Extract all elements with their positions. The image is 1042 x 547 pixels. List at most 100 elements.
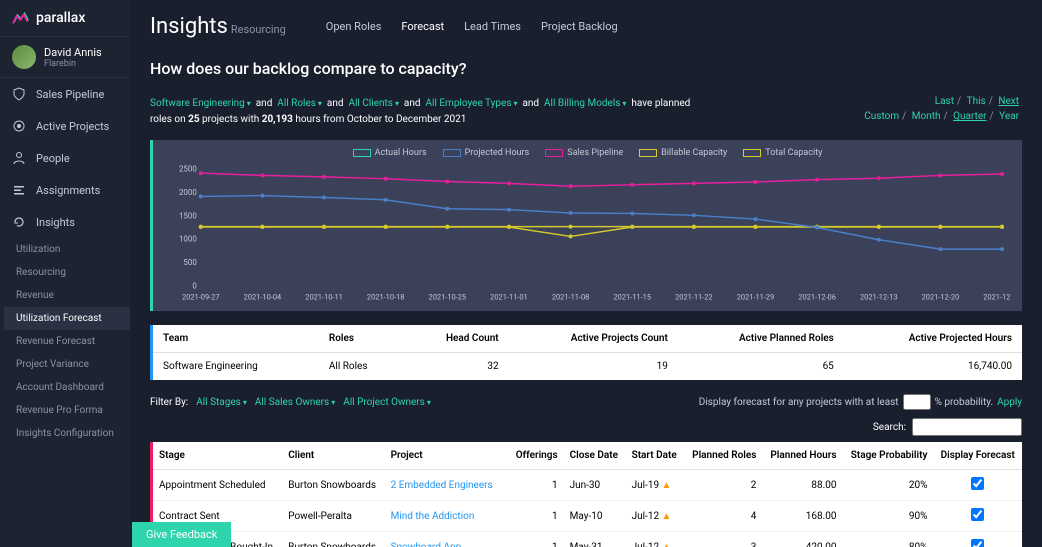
probability-input[interactable] [903, 394, 931, 410]
time-year[interactable]: Year [999, 111, 1019, 122]
chart-container: Actual HoursProjected HoursSales Pipelin… [150, 140, 1022, 311]
feedback-button[interactable]: Give Feedback [132, 522, 231, 547]
svg-text:2500: 2500 [179, 164, 197, 173]
user-profile[interactable]: David Annis Flarebin [0, 36, 130, 78]
column-header[interactable]: Close Date [564, 442, 626, 470]
search-label: Search: [873, 422, 906, 433]
nav-item-active-projects[interactable]: Active Projects [0, 110, 130, 142]
column-header[interactable]: Client [282, 442, 384, 470]
subnav-account-dashboard[interactable]: Account Dashboard [4, 376, 130, 399]
probability-filter: Display forecast for any projects with a… [699, 394, 1022, 410]
display-forecast-checkbox[interactable] [971, 477, 984, 490]
tab-project-backlog[interactable]: Project Backlog [541, 14, 618, 39]
brand-name: parallax [36, 10, 85, 26]
column-header: Roles [319, 325, 404, 353]
filter-emp-types[interactable]: All Employee Types [426, 98, 518, 109]
column-header: Active Projected Hours [844, 325, 1022, 353]
filter-billing[interactable]: All Billing Models [544, 98, 626, 109]
time-quarter[interactable]: Quarter [953, 111, 986, 122]
table-row: Decision Maker Bought-InBurton Snowboard… [153, 532, 1022, 547]
column-header[interactable]: Stage Probability [842, 442, 933, 470]
project-link[interactable]: 2 Embedded Engineers [391, 480, 493, 491]
table-row: Software EngineeringAll Roles32196516,74… [153, 353, 1022, 381]
user-name: David Annis [44, 46, 102, 59]
filter-clients[interactable]: All Clients [348, 98, 399, 109]
subnav-project-variance[interactable]: Project Variance [4, 353, 130, 376]
svg-text:2021-12-06: 2021-12-06 [798, 293, 836, 302]
column-header[interactable]: Planned Roles [684, 442, 762, 470]
assign-icon [12, 183, 26, 197]
column-header: Active Planned Roles [678, 325, 844, 353]
subnav-revenue[interactable]: Revenue [4, 284, 130, 307]
subnav-resourcing[interactable]: Resourcing [4, 261, 130, 284]
logo[interactable]: parallax [0, 0, 130, 36]
main-nav: Sales PipelineActive ProjectsPeopleAssig… [0, 78, 130, 238]
display-forecast-checkbox[interactable] [971, 539, 984, 547]
svg-text:2000: 2000 [179, 188, 197, 197]
sidebar: parallax David Annis Flarebin Sales Pipe… [0, 0, 130, 547]
subnav-revenue-forecast[interactable]: Revenue Forecast [4, 330, 130, 353]
display-forecast-checkbox[interactable] [971, 508, 984, 521]
filter-roles[interactable]: All Roles [277, 98, 322, 109]
project-link[interactable]: Mind the Addiction [391, 511, 475, 522]
time-this[interactable]: This [967, 96, 986, 107]
main-content: Insights Resourcing Open Roles Forecast Le… [130, 0, 1042, 547]
sub-nav: UtilizationResourcingRevenueUtilization … [0, 238, 130, 445]
forecast-table: StageClientProjectOfferingsClose DateSta… [150, 442, 1022, 547]
column-header[interactable]: Stage [153, 442, 282, 470]
column-header: Active Projects Count [509, 325, 678, 353]
tab-lead-times[interactable]: Lead Times [464, 14, 521, 39]
nav-item-sales-pipeline[interactable]: Sales Pipeline [0, 78, 130, 110]
apply-link[interactable]: Apply [997, 397, 1022, 408]
time-custom[interactable]: Custom [864, 111, 899, 122]
filter-stages[interactable]: All Stages [196, 397, 247, 408]
page-subtitle: Resourcing [231, 23, 286, 36]
subnav-utilization-forecast[interactable]: Utilization Forecast [4, 307, 130, 330]
filter-sales-owners[interactable]: All Sales Owners [255, 397, 335, 408]
table-row: Contract SentPowell-PeraltaMind the Addi… [153, 501, 1022, 532]
subnav-insights-configuration[interactable]: Insights Configuration [4, 422, 130, 445]
column-header[interactable]: Offerings [508, 442, 563, 470]
legend-item: Total Capacity [743, 148, 822, 158]
tab-forecast[interactable]: Forecast [401, 14, 444, 39]
line-chart: 050010001500200025002021-09-272021-10-04… [165, 164, 1010, 304]
tab-open-roles[interactable]: Open Roles [326, 14, 382, 39]
filter-team[interactable]: Software Engineering [150, 98, 251, 109]
svg-text:2021-11-29: 2021-11-29 [737, 293, 775, 302]
svg-text:2021-12-13: 2021-12-13 [860, 293, 898, 302]
search-input[interactable] [912, 418, 1022, 436]
project-link[interactable]: Snowboard App [391, 542, 462, 547]
legend-item: Projected Hours [443, 148, 530, 158]
table-row: Appointment ScheduledBurton Snowboards2 … [153, 470, 1022, 501]
filter-project-owners[interactable]: All Project Owners [343, 397, 431, 408]
subnav-revenue-pro-forma[interactable]: Revenue Pro Forma [4, 399, 130, 422]
svg-text:1500: 1500 [179, 211, 197, 220]
column-header[interactable]: Project [385, 442, 509, 470]
legend-item: Billable Capacity [639, 148, 727, 158]
time-month[interactable]: Month [912, 111, 941, 122]
svg-text:2021-12-27: 2021-12-27 [983, 293, 1010, 302]
legend-item: Sales Pipeline [545, 148, 623, 158]
page-title: Insights [150, 14, 228, 39]
question-heading: How does our backlog compare to capacity… [150, 59, 1022, 78]
tabs: Open Roles Forecast Lead Times Project Back… [326, 14, 618, 39]
chart-legend: Actual HoursProjected HoursSales Pipelin… [165, 148, 1010, 158]
warning-icon: ▲ [662, 480, 672, 491]
filter-by-row: Filter By: All Stages All Sales Owners A… [150, 397, 431, 408]
nav-item-assignments[interactable]: Assignments [0, 174, 130, 206]
svg-text:2021-11-01: 2021-11-01 [490, 293, 528, 302]
column-header: Head Count [404, 325, 509, 353]
nav-item-people[interactable]: People [0, 142, 130, 174]
time-next[interactable]: Next [998, 96, 1019, 107]
target-icon [12, 119, 26, 133]
subnav-utilization[interactable]: Utilization [4, 238, 130, 261]
filter-summary: Software Engineering and All Roles and A… [150, 96, 710, 128]
avatar [12, 45, 36, 69]
column-header[interactable]: Start Date [626, 442, 685, 470]
svg-text:2021-10-11: 2021-10-11 [305, 293, 343, 302]
time-last[interactable]: Last [935, 96, 954, 107]
column-header[interactable]: Display Forecast [933, 442, 1022, 470]
nav-item-insights[interactable]: Insights [0, 206, 130, 238]
column-header[interactable]: Planned Hours [762, 442, 842, 470]
user-org: Flarebin [44, 59, 102, 69]
